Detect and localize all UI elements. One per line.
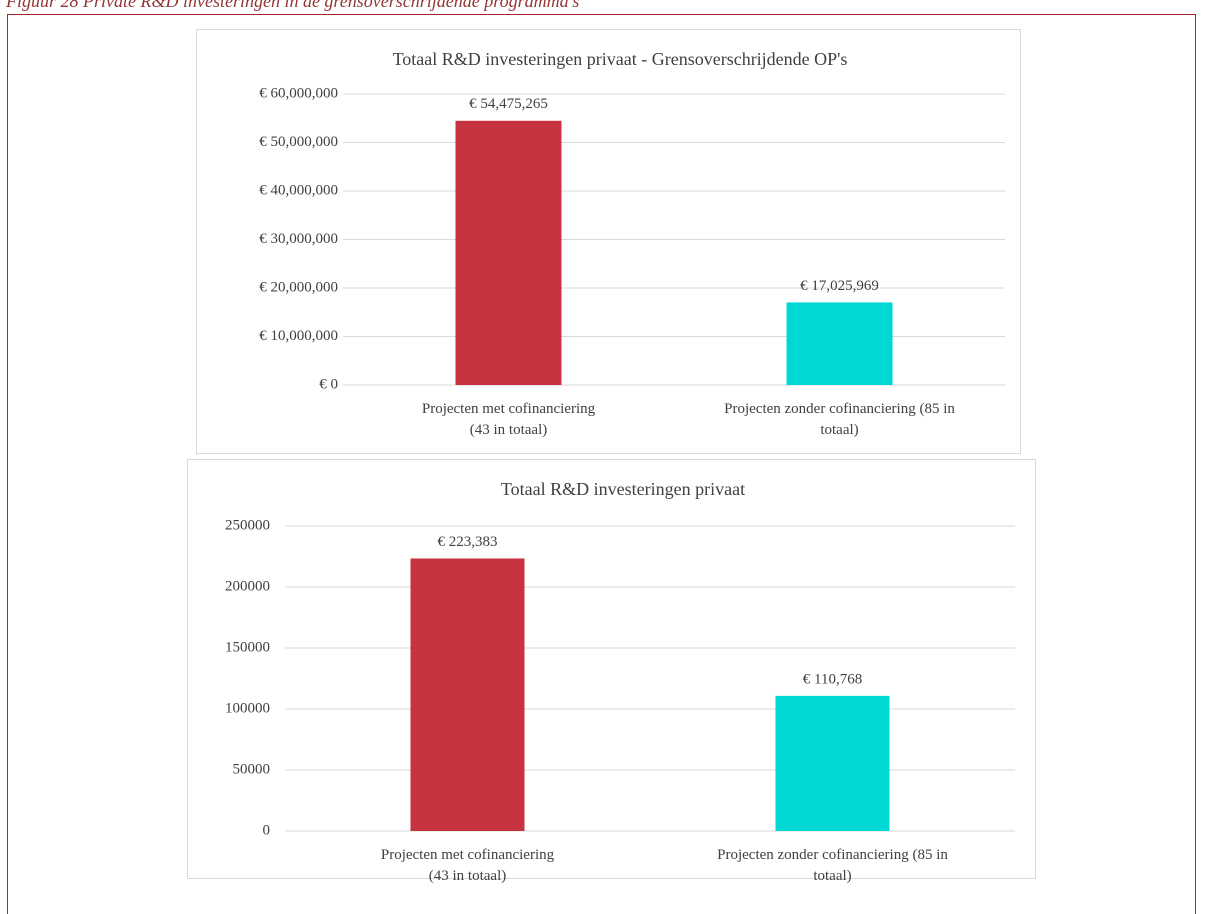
y-tick-label: 50000 — [233, 761, 271, 777]
value-label: € 110,768 — [803, 671, 862, 687]
caption: Figuur 28 Private R&D investeringen in d… — [6, 0, 580, 11]
y-tick-label: € 0 — [319, 376, 338, 392]
x-tick-label: Projecten met cofinanciering (43 in tota… — [421, 401, 596, 438]
y-tick-label: € 60,000,000 — [259, 85, 338, 101]
chart-title: Totaal R&D investeringen privaat — [501, 479, 745, 499]
y-tick-label: 200000 — [225, 578, 270, 594]
chart-title: Totaal R&D investeringen privaat - Grens… — [393, 49, 848, 69]
value-label: € 223,383 — [438, 534, 498, 550]
chart-box — [187, 459, 1036, 879]
x-tick-label: Projecten met cofinanciering (43 in tota… — [380, 847, 555, 884]
value-label: € 54,475,265 — [469, 96, 548, 112]
value-label: € 17,025,969 — [800, 278, 879, 294]
x-tick-label: Projecten zonder cofinanciering (85 in t… — [717, 847, 948, 884]
y-tick-label: 100000 — [225, 700, 270, 716]
bar — [455, 120, 562, 385]
y-tick-label: € 50,000,000 — [259, 134, 338, 150]
y-tick-label: 150000 — [225, 639, 270, 655]
y-tick-label: € 40,000,000 — [259, 182, 338, 198]
y-tick-label: € 30,000,000 — [259, 231, 338, 247]
x-tick-label: Projecten zonder cofinanciering (85 in t… — [724, 401, 955, 438]
bar — [410, 558, 525, 831]
y-tick-label: € 20,000,000 — [259, 279, 338, 295]
bar — [786, 302, 893, 385]
y-tick-label: € 10,000,000 — [259, 328, 338, 344]
y-tick-label: 0 — [263, 822, 271, 838]
y-tick-label: 250000 — [225, 517, 270, 533]
frame — [7, 14, 1196, 914]
bar — [775, 695, 890, 831]
